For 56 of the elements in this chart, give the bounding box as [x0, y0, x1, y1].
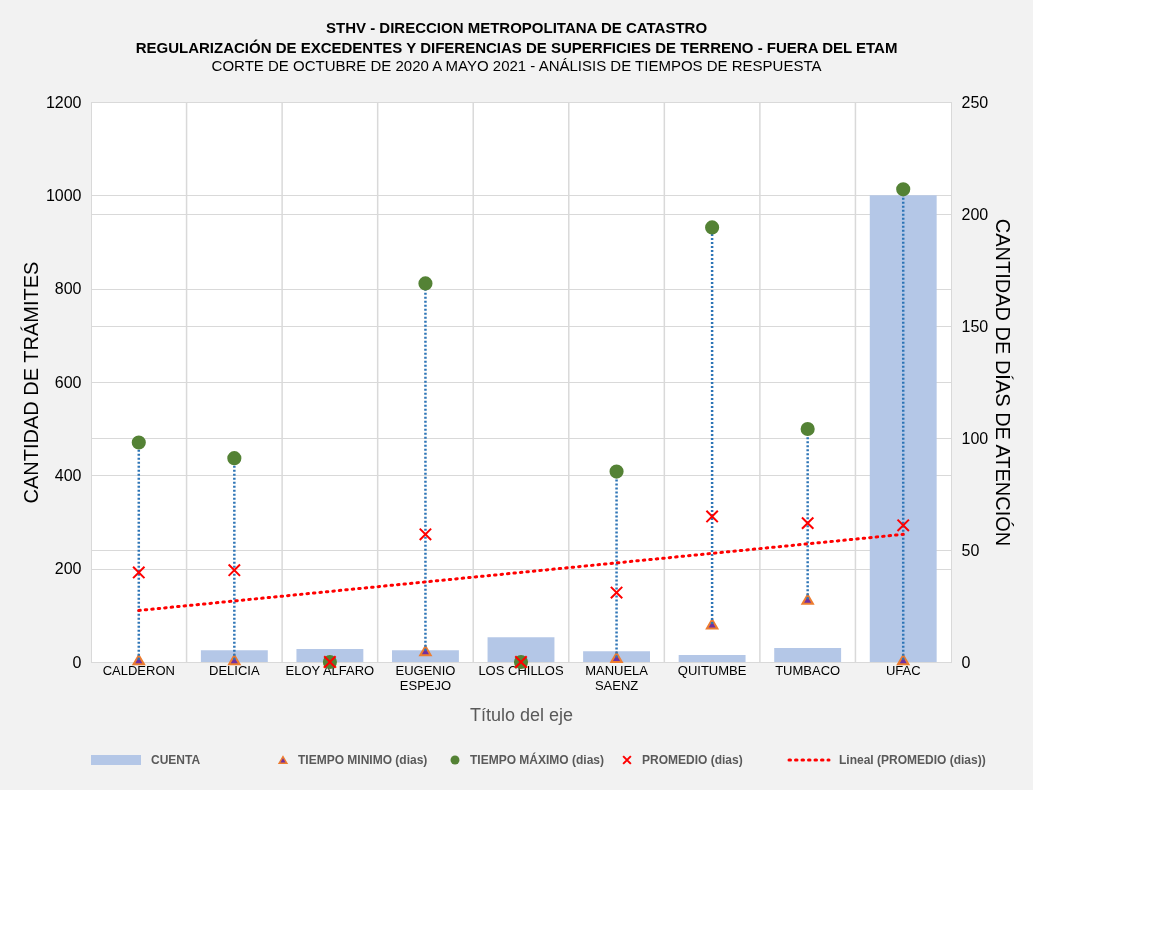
point: [609, 585, 624, 600]
y-tick-label: 800: [54, 280, 82, 298]
x-tick-label: QUITUMBE: [677, 662, 747, 678]
point: [705, 220, 720, 235]
point: [896, 654, 910, 666]
x-tick-label: UFAC: [885, 662, 921, 678]
point: [132, 654, 146, 666]
legend-label: CUENTA: [151, 753, 201, 767]
bar: [392, 650, 459, 662]
point: [609, 464, 624, 479]
bar: [869, 195, 937, 662]
point: [227, 563, 242, 577]
chart-subtitle: CORTE DE OCTUBRE DE 2020 A MAYO 2021 - ANÁLISIS DE TIEMPOS DE RESPUESTA: [211, 56, 822, 74]
bar: [774, 648, 842, 662]
y-tick-label: 200: [54, 560, 82, 578]
x-tick-label: LOS CHILLOS: [478, 662, 564, 678]
point: [227, 451, 242, 466]
legend-label: PROMEDIO (dias): [642, 753, 743, 767]
x-tick-label: MANUELA SAENZ: [585, 662, 649, 693]
point: [132, 565, 146, 580]
point: [131, 435, 146, 450]
bar: [678, 655, 746, 662]
point: [418, 527, 433, 542]
chart-title: STHV - DIRECCION METROPOLITANA DE CATASTRO REGULARIZACIÓN DE EXCEDENTES Y DIFERENCIAS DE SUPERFICIES DE TERRENO - FUERA DEL ETAM: [135, 18, 898, 56]
y2-tick-label: 50: [961, 541, 980, 559]
point: [896, 518, 910, 533]
y2-tick-label: 200: [961, 205, 989, 223]
y2-tick-label: 150: [961, 317, 989, 335]
legend-label: TIEMPO MINIMO (dias): [298, 753, 428, 767]
x-axis-title: Título del eje: [469, 704, 574, 725]
y2-axis-title: CANTIDAD DE DÍAS DE ATENCIÓN: [992, 218, 1015, 547]
bar: [583, 651, 650, 662]
point: [800, 516, 815, 530]
x-tick-label: EUGENIO ESPEJO: [395, 662, 456, 693]
y2-tick-label: 0: [961, 653, 971, 671]
x-tick-label: TUMBACO: [775, 662, 841, 678]
x-tick-label: CALDERON: [102, 662, 175, 678]
y-tick-label: 400: [54, 466, 82, 484]
y-axis-title: CANTIDAD DE TRÁMITES: [19, 261, 42, 504]
bar: [487, 637, 555, 662]
point: [705, 509, 719, 524]
legend-label: TIEMPO MÁXIMO (dias): [470, 752, 605, 767]
point: [800, 421, 815, 437]
y2-tick-label: 100: [961, 429, 989, 447]
bar: [200, 650, 268, 662]
y2-tick-label: 250: [961, 93, 989, 111]
x-tick-label: ELOY ALFARO: [285, 662, 375, 678]
x-tick-label: DELICIA: [209, 662, 260, 678]
y-tick-label: 1200: [45, 93, 82, 111]
point: [418, 276, 433, 291]
point: [896, 182, 911, 197]
y-tick-label: 600: [54, 373, 82, 391]
y-tick-label: 1000: [45, 186, 82, 204]
y-tick-label: 0: [72, 653, 82, 671]
bar: [296, 648, 364, 662]
legend-label: Lineal (PROMEDIO (dias)): [839, 753, 986, 767]
